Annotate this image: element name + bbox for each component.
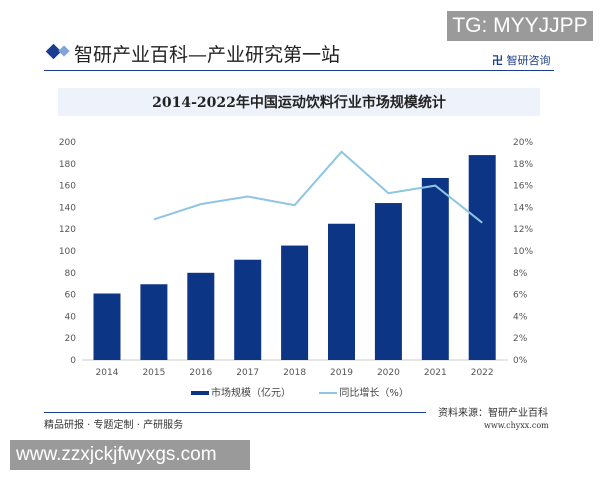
y-left-tick-label: 20 bbox=[65, 334, 77, 344]
bar bbox=[187, 272, 215, 360]
header-title: 智研产业百科—产业研究第一站 bbox=[74, 44, 341, 66]
x-tick-label: 2015 bbox=[142, 368, 165, 378]
overlay-watermark-bottom: www.zzxjckjfwyxgs.com bbox=[10, 440, 250, 470]
y-right-tick-label: 10% bbox=[513, 247, 533, 257]
logo-text: 智研咨询 bbox=[506, 54, 551, 67]
y-left-tick-label: 160 bbox=[59, 182, 76, 192]
source-url: www.chyxx.com bbox=[484, 421, 549, 430]
title-band bbox=[58, 88, 540, 116]
y-left-tick-label: 100 bbox=[59, 247, 76, 257]
x-tick-label: 2018 bbox=[283, 368, 306, 378]
y-left-tick-label: 40 bbox=[65, 312, 77, 322]
footer-tagline: 精品研报 · 专题定制 · 产研服务 bbox=[44, 420, 184, 431]
y-right-tick-label: 0% bbox=[513, 356, 528, 366]
header-divider bbox=[44, 70, 554, 71]
chart-title: 2014-2022年中国运动饮料行业市场规模统计 bbox=[152, 95, 446, 111]
y-right-tick-label: 20% bbox=[513, 138, 533, 148]
y-left-tick-label: 80 bbox=[65, 269, 77, 279]
y-right-tick-label: 4% bbox=[513, 312, 528, 322]
y-left-tick-label: 200 bbox=[59, 138, 76, 148]
y-left-tick-label: 120 bbox=[59, 225, 76, 235]
y-right-tick-label: 2% bbox=[513, 334, 528, 344]
legend: 市场规模（亿元） 同比增长（%） bbox=[0, 384, 600, 399]
bar bbox=[140, 284, 168, 360]
y-left-tick-label: 0 bbox=[70, 356, 76, 366]
y-right-tick-label: 8% bbox=[513, 269, 528, 279]
x-tick-label: 2017 bbox=[236, 368, 259, 378]
x-tick-label: 2014 bbox=[96, 368, 119, 378]
x-tick-label: 2021 bbox=[424, 368, 447, 378]
y-left-tick-label: 180 bbox=[59, 160, 76, 170]
legend-label-line: 同比增长（%） bbox=[339, 388, 409, 399]
y-left-tick-label: 140 bbox=[59, 203, 76, 213]
bar bbox=[281, 245, 309, 360]
growth-line bbox=[153, 150, 483, 224]
x-tick-label: 2016 bbox=[189, 368, 212, 378]
y-right-tick-label: 12% bbox=[513, 225, 533, 235]
x-tick-label: 2019 bbox=[330, 368, 353, 378]
legend-swatch-bar bbox=[191, 391, 210, 395]
overlay-watermark-top: TG: MYYJJPP bbox=[447, 11, 593, 41]
y-right-tick-label: 14% bbox=[513, 203, 533, 213]
footer-divider bbox=[44, 412, 426, 413]
bar bbox=[421, 177, 449, 360]
y-right-tick-label: 6% bbox=[513, 291, 528, 301]
bar bbox=[93, 293, 121, 360]
x-tick-label: 2020 bbox=[377, 368, 400, 378]
legend-swatch-line bbox=[319, 392, 338, 394]
legend-label-bar: 市场规模（亿元） bbox=[211, 388, 292, 399]
y-right-tick-label: 18% bbox=[513, 160, 533, 170]
y-right-tick-label: 16% bbox=[513, 182, 533, 192]
y-left-tick-label: 60 bbox=[65, 291, 77, 301]
x-tick-label: 2022 bbox=[471, 368, 494, 378]
bar bbox=[468, 155, 496, 360]
brand-logo: 卍 智研咨询 bbox=[492, 52, 551, 68]
logo-icon: 卍 bbox=[492, 54, 503, 67]
source-label: 资料来源：智研产业百科 bbox=[438, 408, 548, 419]
bar bbox=[328, 223, 355, 360]
chart-svg: 0 20 40 60 80 100 120 140 160 180 200 0% 2% 4% 6% 8% 10%… bbox=[59, 138, 534, 378]
bar bbox=[234, 259, 262, 360]
bar bbox=[374, 203, 402, 360]
